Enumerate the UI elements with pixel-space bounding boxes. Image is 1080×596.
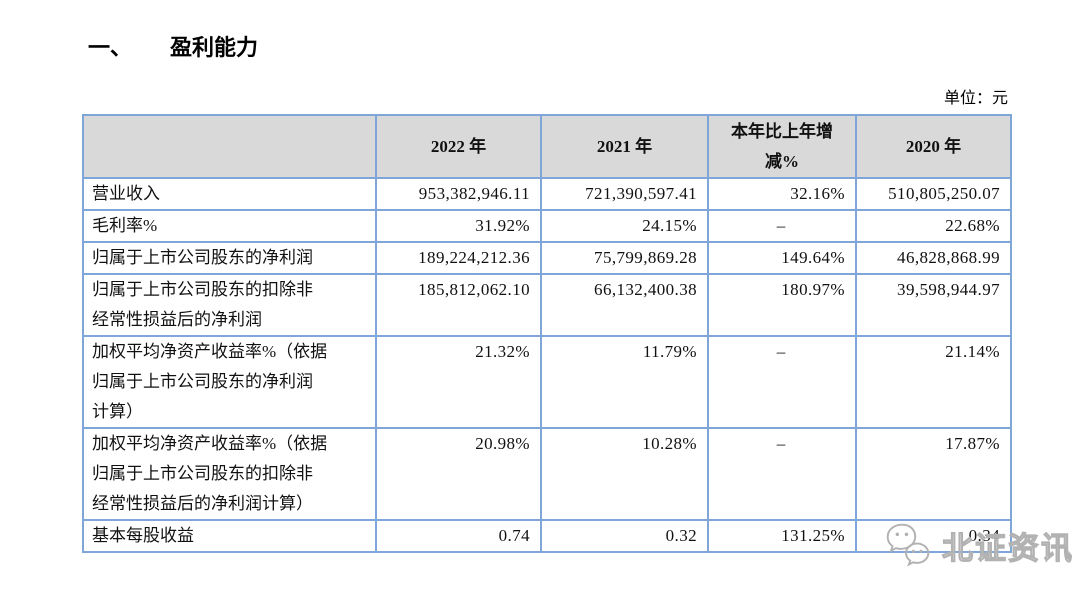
value-2021: 721,390,597.41	[540, 177, 709, 211]
table-row: 归属于上市公司股东的净利润 189,224,212.36 75,799,869.…	[82, 241, 1012, 275]
value-2022: 189,224,212.36	[375, 241, 542, 275]
value-2020: 22.68%	[855, 209, 1012, 243]
value-2021: 66,132,400.38	[540, 273, 709, 337]
value-2021: 10.28%	[540, 427, 709, 521]
value-2021: 75,799,869.28	[540, 241, 709, 275]
row-label: 加权平均净资产收益率%（依据归属于上市公司股东的扣除非经常性损益后的净利润计算）	[82, 427, 377, 521]
header-2020: 2020 年	[855, 114, 1012, 179]
page-title: 一、 盈利能力	[88, 30, 258, 62]
section-number: 一、	[88, 35, 133, 60]
value-2020: 510,805,250.07	[855, 177, 1012, 211]
value-2021: 0.32	[540, 519, 709, 553]
value-yoy-change: –	[707, 335, 857, 429]
value-yoy-change: 180.97%	[707, 273, 857, 337]
value-2022: 953,382,946.11	[375, 177, 542, 211]
table-row: 毛利率% 31.92% 24.15% – 22.68%	[82, 209, 1012, 243]
value-yoy-change: –	[707, 209, 857, 243]
value-2020: 21.14%	[855, 335, 1012, 429]
value-2020: 46,828,868.99	[855, 241, 1012, 275]
row-label: 加权平均净资产收益率%（依据归属于上市公司股东的净利润计算）	[82, 335, 377, 429]
value-yoy-change: 149.64%	[707, 241, 857, 275]
value-yoy-change: 131.25%	[707, 519, 857, 553]
row-label: 归属于上市公司股东的扣除非经常性损益后的净利润	[82, 273, 377, 337]
header-empty	[82, 114, 377, 179]
row-label: 基本每股收益	[82, 519, 377, 553]
table-row: 营业收入 953,382,946.11 721,390,597.41 32.16…	[82, 177, 1012, 211]
table-row: 归属于上市公司股东的扣除非经常性损益后的净利润 185,812,062.10 6…	[82, 273, 1012, 337]
value-2022: 0.74	[375, 519, 542, 553]
row-label: 营业收入	[82, 177, 377, 211]
unit-label: 单位：元	[943, 90, 1008, 107]
value-2022: 21.32%	[375, 335, 542, 429]
row-label: 毛利率%	[82, 209, 377, 243]
value-yoy-change: –	[707, 427, 857, 521]
table-row: 基本每股收益 0.74 0.32 131.25% 0.34	[82, 519, 1012, 553]
value-2022: 20.98%	[375, 427, 542, 521]
table-header-row: 2022 年 2021 年 本年比上年增减% 2020 年	[82, 114, 1012, 179]
value-2022: 31.92%	[375, 209, 542, 243]
value-2021: 24.15%	[540, 209, 709, 243]
value-2020: 39,598,944.97	[855, 273, 1012, 337]
header-2022: 2022 年	[375, 114, 542, 179]
section-title: 盈利能力	[170, 35, 259, 60]
table-row: 加权平均净资产收益率%（依据归属于上市公司股东的扣除非经常性损益后的净利润计算）…	[82, 427, 1012, 521]
value-2021: 11.79%	[540, 335, 709, 429]
value-2020: 0.34	[855, 519, 1012, 553]
value-yoy-change: 32.16%	[707, 177, 857, 211]
value-2022: 185,812,062.10	[375, 273, 542, 337]
row-label: 归属于上市公司股东的净利润	[82, 241, 377, 275]
table-row: 加权平均净资产收益率%（依据归属于上市公司股东的净利润计算） 21.32% 11…	[82, 335, 1012, 429]
header-2021: 2021 年	[540, 114, 709, 179]
header-yoy-change: 本年比上年增减%	[707, 114, 857, 179]
profitability-table: 2022 年 2021 年 本年比上年增减% 2020 年 营业收入 953,3…	[82, 114, 1012, 553]
value-2020: 17.87%	[855, 427, 1012, 521]
